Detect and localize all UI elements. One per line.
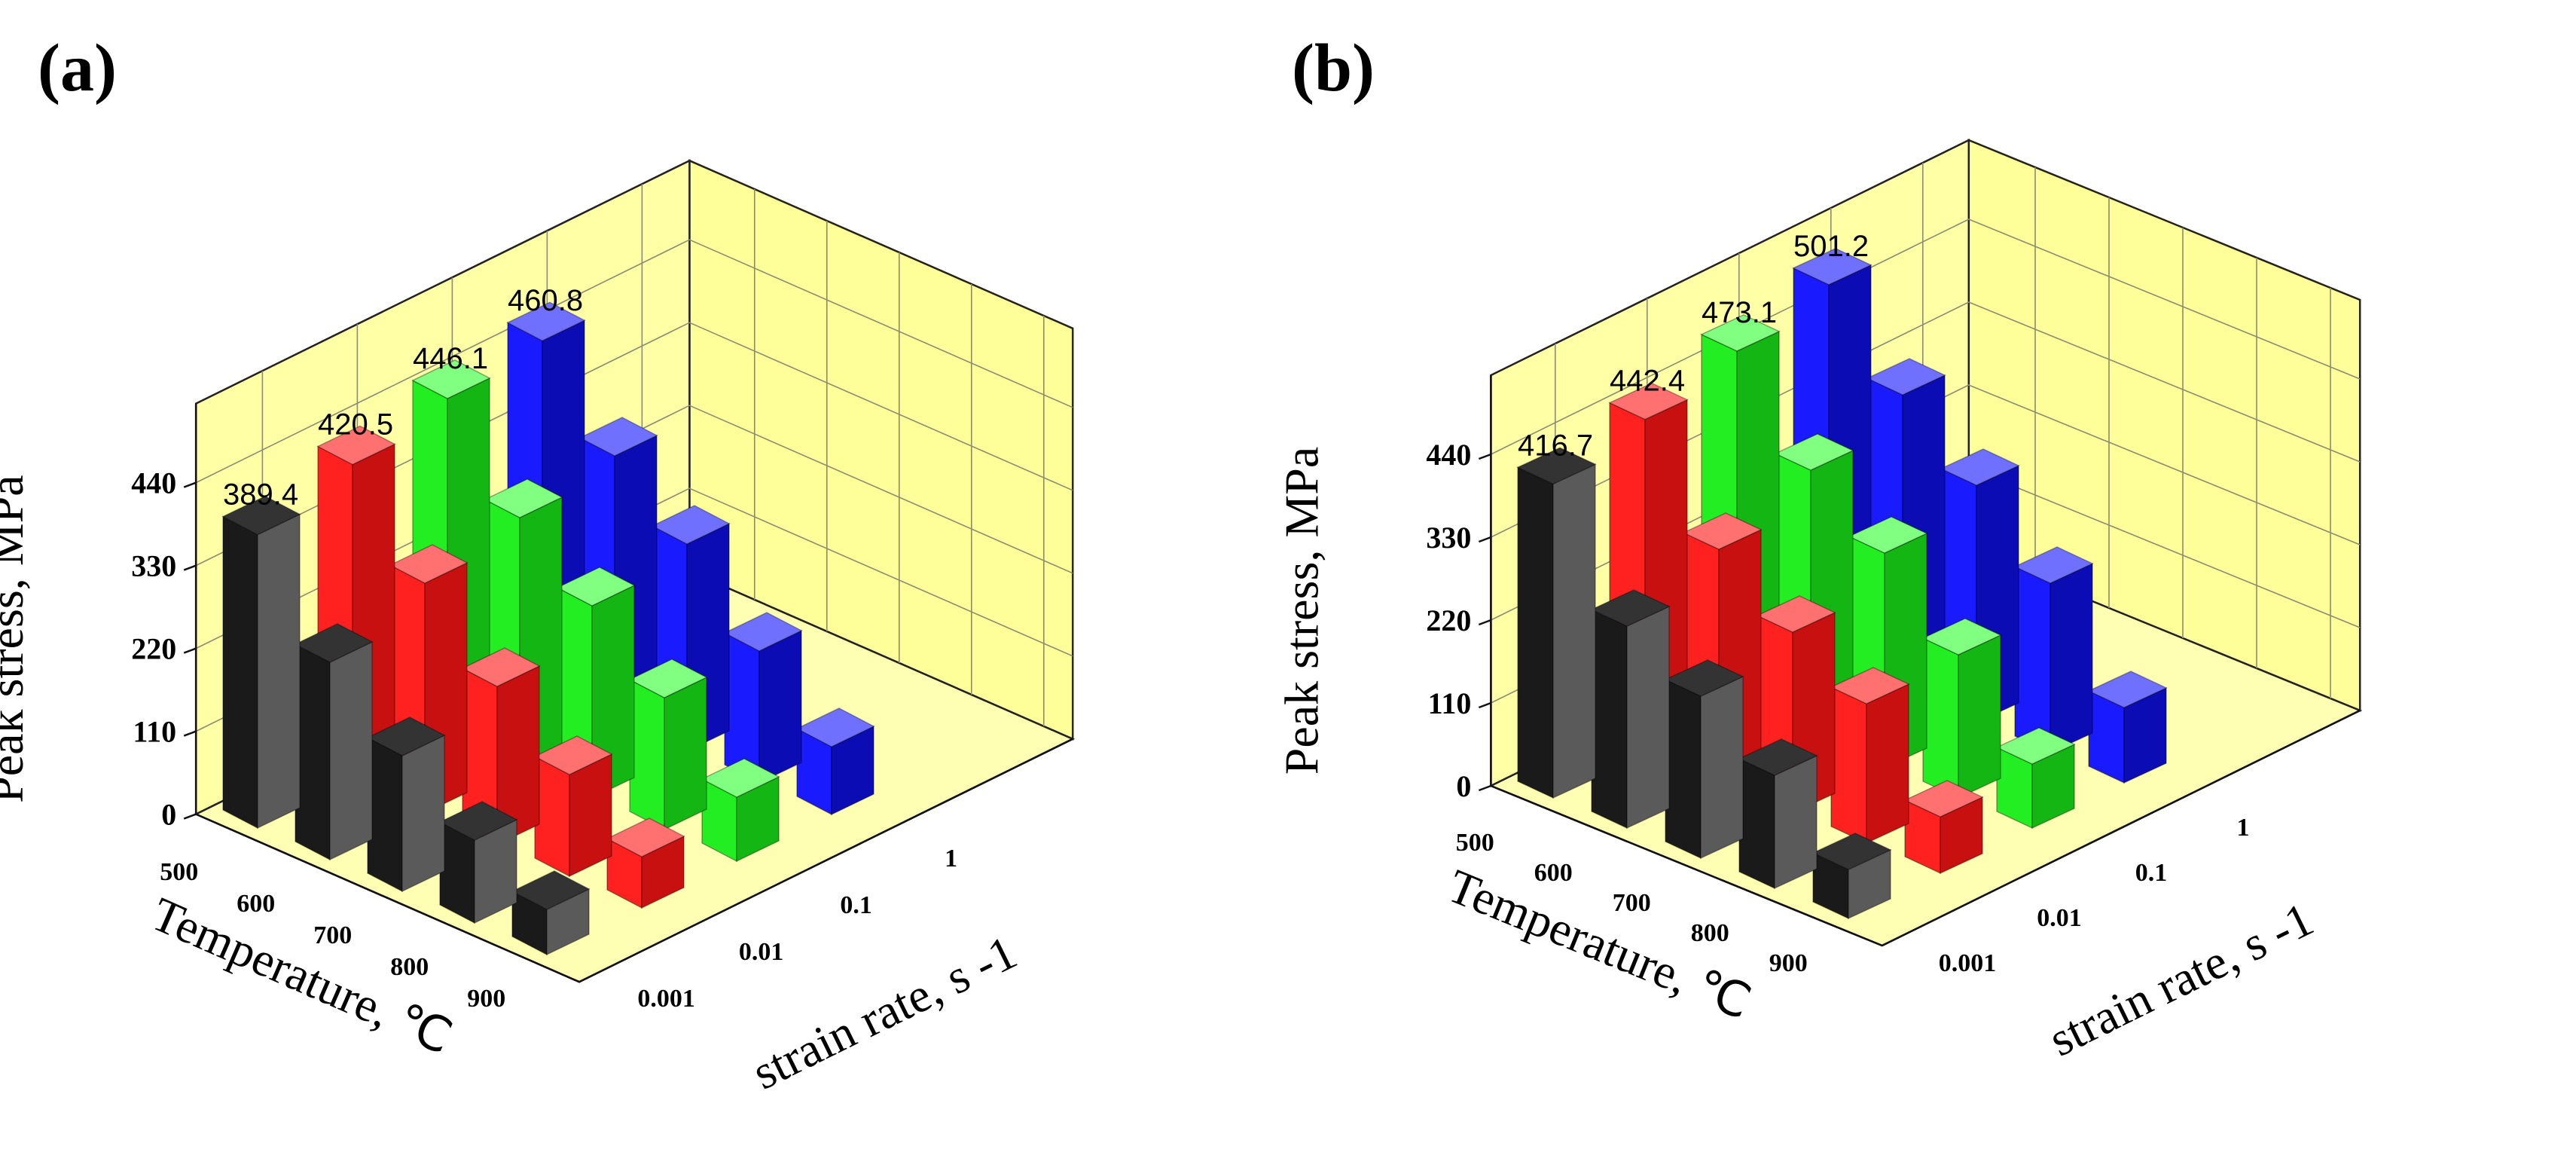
bar: [294, 623, 374, 861]
panel-label: (a): [38, 31, 117, 105]
bar: [795, 707, 875, 816]
y-tick-label: 440: [1426, 438, 1471, 472]
temperature-tick-label: 600: [1534, 859, 1573, 887]
bar: [606, 817, 685, 909]
bar: [1516, 447, 1597, 799]
bar: [1921, 618, 2002, 799]
temperature-tick-label: 500: [1456, 829, 1494, 857]
bar: [1811, 833, 1892, 920]
strain-rate-axis-title: strain rate, s -1: [2040, 892, 2321, 1067]
y-axis-title: Peak stress, MPa: [0, 475, 33, 803]
y-tick-label: 0: [1456, 769, 1471, 803]
y-axis: 0 110 220 330 440: [1426, 375, 1492, 803]
bar: [1738, 738, 1818, 890]
data-label: 389.4: [223, 478, 298, 512]
panel-b: 416.7 442.4 473.1 501.2 0 110 220 330 440 Peak st…: [1274, 31, 2363, 1067]
bar: [1830, 667, 1910, 845]
temperature-tick-label: 700: [313, 921, 352, 949]
bar: [533, 735, 613, 878]
data-labels: 389.4 420.5 446.1 460.8: [223, 284, 583, 511]
strain-rate-tick-label: 0.001: [1939, 949, 1997, 977]
bar: [1590, 589, 1671, 830]
data-label: 442.4: [1610, 365, 1685, 398]
temperature-tick-label: 800: [390, 953, 429, 981]
y-tick-label: 330: [1426, 521, 1471, 555]
y-axis-title: Peak stress, MPa: [1274, 447, 1328, 775]
bar: [2013, 546, 2094, 754]
bars: [221, 301, 875, 956]
strain-rate-tick-label: 0.1: [2135, 859, 2168, 887]
y-axis: 0 110 220 330 440: [131, 403, 197, 832]
y-tick-label: 440: [131, 466, 176, 500]
strain-rate-tick-label: 0.1: [840, 891, 872, 919]
strain-rate-tick-label: 1: [945, 845, 957, 872]
bar: [628, 659, 708, 831]
y-tick-label: 220: [1426, 604, 1471, 637]
bar: [461, 647, 541, 846]
y-tick-label: 110: [133, 715, 176, 749]
temperature-tick-label: 700: [1613, 889, 1651, 917]
bar: [438, 801, 518, 924]
y-tick-label: 0: [161, 798, 176, 832]
data-label: 473.1: [1702, 296, 1777, 329]
bar: [1664, 659, 1744, 860]
temperature-tick-label: 900: [467, 985, 505, 1013]
y-tick-label: 110: [1428, 686, 1472, 720]
bar: [366, 717, 446, 893]
bar: [700, 758, 780, 863]
bar: [221, 495, 301, 830]
bar: [1995, 727, 2076, 830]
data-label: 460.8: [508, 284, 583, 317]
temperature-tick-label: 500: [160, 858, 198, 886]
data-label: 446.1: [413, 342, 488, 375]
y-tick-label: 220: [131, 632, 176, 666]
strain-rate-axis-title: strain rate, s -1: [744, 925, 1025, 1100]
y-tick-label: 330: [131, 549, 176, 583]
panel-label: (b): [1292, 31, 1375, 105]
bar: [511, 870, 591, 956]
panel-a: 389.4 420.5 446.1 460.8 0 110 220 330 440 Peak st…: [0, 31, 1076, 1100]
bar: [2087, 671, 2168, 784]
data-label: 420.5: [318, 408, 393, 442]
temperature-tick-label: 800: [1691, 919, 1729, 947]
strain-rate-axis: 0.001 0.01 0.1 1: [578, 738, 1073, 1013]
temperature-axis: 500 600 700 800 900: [160, 813, 580, 1013]
bar: [723, 612, 803, 784]
strain-rate-tick-label: 0.01: [739, 938, 784, 966]
data-labels: 416.7 442.4 473.1 501.2: [1518, 230, 1869, 463]
data-label: 501.2: [1793, 230, 1869, 263]
bars: [1516, 247, 2168, 920]
strain-rate-tick-label: 0.001: [637, 985, 695, 1013]
strain-rate-tick-label: 0.01: [2037, 904, 2082, 932]
strain-rate-tick-label: 1: [2237, 814, 2250, 842]
temperature-tick-label: 600: [237, 890, 275, 918]
bar: [1903, 780, 1984, 875]
data-label: 416.7: [1518, 429, 1593, 462]
temperature-axis: 500 600 700 800 900: [1456, 784, 1883, 977]
temperature-tick-label: 900: [1769, 949, 1808, 977]
strain-rate-axis: 0.001 0.01 0.1 1: [1882, 709, 2361, 977]
